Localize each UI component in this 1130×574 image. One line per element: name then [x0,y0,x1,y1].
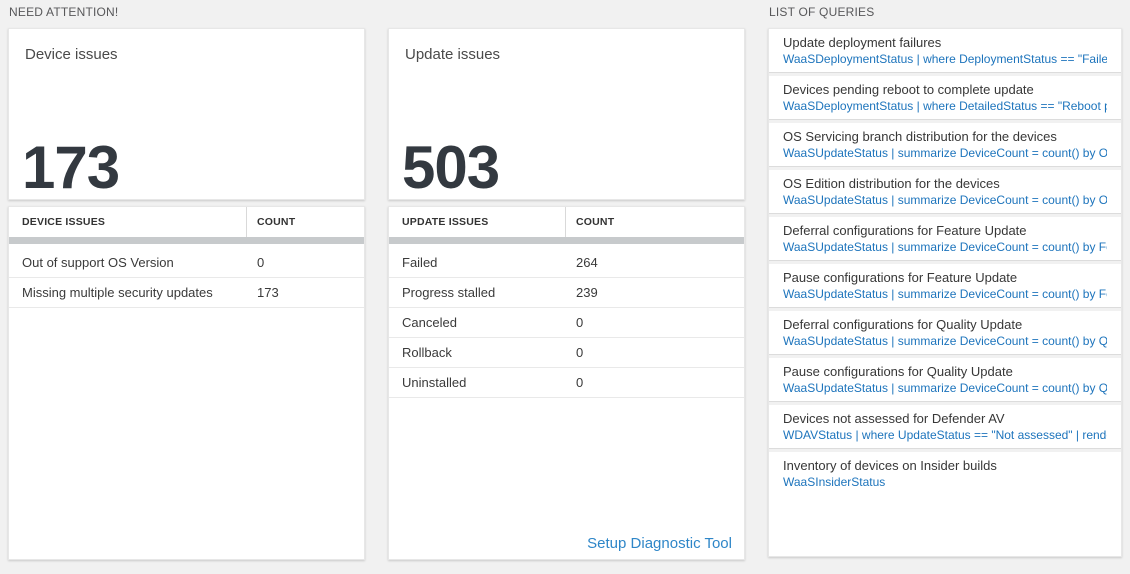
table-row[interactable]: Canceled 0 [389,308,744,338]
query-separator [769,354,1121,358]
issue-count: 0 [257,255,265,270]
query-list-item[interactable]: Devices pending reboot to complete updat… [769,76,1121,119]
table-row[interactable]: Uninstalled 0 [389,368,744,398]
list-of-queries-section-label: LIST OF QUERIES [769,5,875,19]
query-list-item[interactable]: OS Servicing branch distribution for the… [769,123,1121,166]
query-text-link[interactable]: WaaSUpdateStatus | summarize DeviceCount… [783,193,1107,207]
update-issues-table-header: UPDATE ISSUES COUNT [389,207,744,237]
query-separator [769,72,1121,76]
device-issues-column-header: DEVICE ISSUES [22,216,106,228]
query-title: Devices not assessed for Defender AV [783,411,1005,426]
issue-label: Progress stalled [402,285,496,300]
query-title: OS Servicing branch distribution for the… [783,129,1057,144]
issue-label: Canceled [402,315,457,330]
update-issues-column-header: UPDATE ISSUES [402,216,489,228]
query-title: Deferral configurations for Quality Upda… [783,317,1023,332]
query-text-link[interactable]: WDAVStatus | where UpdateStatus == "Not … [783,428,1107,442]
query-separator [769,213,1121,217]
issue-label: Rollback [402,345,452,360]
setup-diagnostic-tool-link[interactable]: Setup Diagnostic Tool [587,535,732,552]
issue-label: Missing multiple security updates [22,285,213,300]
query-text-link[interactable]: WaaSUpdateStatus | summarize DeviceCount… [783,146,1107,160]
issue-label: Failed [402,255,438,270]
query-list-item[interactable]: Pause configurations for Quality Update … [769,358,1121,401]
query-title: Pause configurations for Quality Update [783,364,1013,379]
query-list-item[interactable]: Inventory of devices on Insider builds W… [769,452,1121,495]
issue-count: 173 [257,285,279,300]
table-row[interactable]: Rollback 0 [389,338,744,368]
query-separator [769,166,1121,170]
query-title: Devices pending reboot to complete updat… [783,82,1034,97]
query-separator [769,401,1121,405]
query-list-item[interactable]: OS Edition distribution for the devices … [769,170,1121,213]
device-issues-count: 173 [22,134,120,201]
update-issues-tile[interactable]: Update issues 503 [388,28,745,200]
device-issues-tile[interactable]: Device issues 173 [8,28,365,200]
device-issues-table: DEVICE ISSUES COUNT Out of support OS Ve… [8,206,365,560]
query-title: Update deployment failures [783,35,942,50]
query-list-item[interactable]: Pause configurations for Feature Update … [769,264,1121,307]
query-title: Pause configurations for Feature Update [783,270,1018,285]
list-of-queries-panel: Update deployment failures WaaSDeploymen… [768,28,1122,557]
table-row[interactable]: Out of support OS Version 0 [9,248,364,278]
horizontal-scrollbar[interactable] [389,237,744,244]
update-issues-table-body: Failed 264 Progress stalled 239 Canceled… [389,248,744,398]
issue-count: 0 [576,315,584,330]
device-issues-table-header: DEVICE ISSUES COUNT [9,207,364,237]
issue-count: 0 [576,375,584,390]
query-title: Inventory of devices on Insider builds [783,458,997,473]
query-text-link[interactable]: WaaSUpdateStatus | summarize DeviceCount… [783,240,1107,254]
update-issues-count: 503 [402,134,500,201]
issue-count: 239 [576,285,598,300]
device-issues-table-body: Out of support OS Version 0 Missing mult… [9,248,364,308]
query-text-link[interactable]: WaaSDeploymentStatus | where DeploymentS… [783,52,1107,66]
need-attention-section-label: NEED ATTENTION! [9,5,119,19]
query-text-link[interactable]: WaaSUpdateStatus | summarize DeviceCount… [783,334,1107,348]
query-text-link[interactable]: WaaSDeploymentStatus | where DetailedSta… [783,99,1107,113]
query-separator [769,260,1121,264]
query-separator [769,448,1121,452]
issue-label: Out of support OS Version [22,255,174,270]
issue-label: Uninstalled [402,375,467,390]
update-issues-tile-title: Update issues [405,46,501,63]
query-separator [769,119,1121,123]
issue-count: 0 [576,345,584,360]
query-text-link[interactable]: WaaSUpdateStatus | summarize DeviceCount… [783,287,1107,301]
update-issues-table: UPDATE ISSUES COUNT Failed 264 Progress … [388,206,745,560]
device-issues-tile-title: Device issues [25,46,118,63]
table-row[interactable]: Failed 264 [389,248,744,278]
query-text-link[interactable]: WaaSInsiderStatus [783,475,886,489]
issue-count: 264 [576,255,598,270]
count-column-header: COUNT [246,207,364,237]
count-column-header: COUNT [565,207,744,237]
table-row[interactable]: Missing multiple security updates 173 [9,278,364,308]
horizontal-scrollbar[interactable] [9,237,364,244]
query-list-item[interactable]: Update deployment failures WaaSDeploymen… [769,29,1121,72]
query-title: Deferral configurations for Feature Upda… [783,223,1027,238]
query-list-item[interactable]: Devices not assessed for Defender AV WDA… [769,405,1121,448]
query-title: OS Edition distribution for the devices [783,176,1000,191]
query-text-link[interactable]: WaaSUpdateStatus | summarize DeviceCount… [783,381,1107,395]
query-list-item[interactable]: Deferral configurations for Feature Upda… [769,217,1121,260]
query-separator [769,307,1121,311]
query-list-item[interactable]: Deferral configurations for Quality Upda… [769,311,1121,354]
table-row[interactable]: Progress stalled 239 [389,278,744,308]
